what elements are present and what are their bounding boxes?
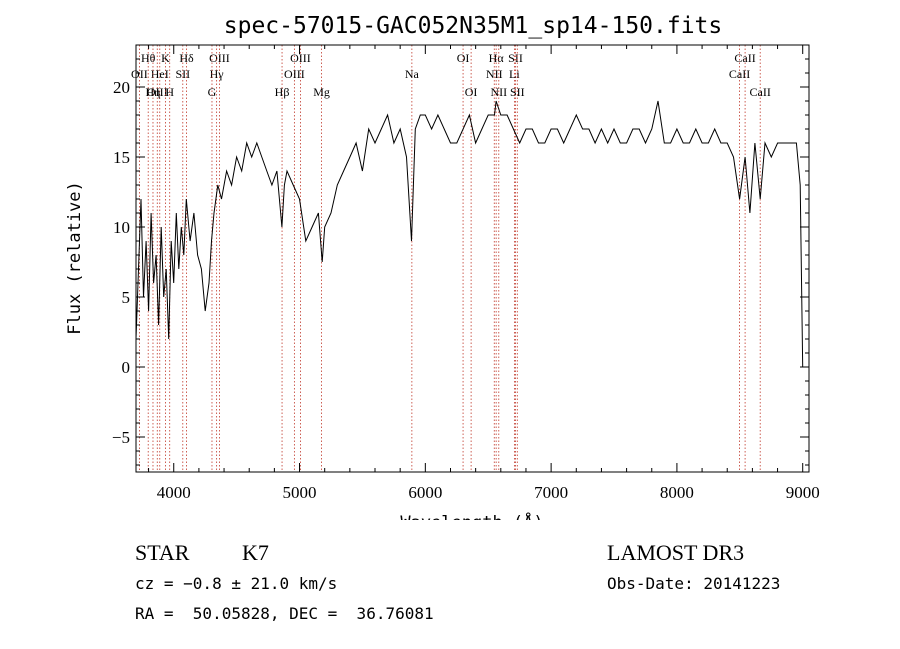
line-label-19: Hα: [489, 51, 505, 65]
line-label-25: CaII: [734, 51, 755, 65]
ra-dec-coordinates: RA = 50.05828, DEC = 36.76081: [135, 604, 434, 623]
line-label-16: Na: [405, 67, 420, 81]
redshift-cz: cz = −0.8 ± 21.0 km/s: [135, 574, 338, 593]
axis-ticks: 4000 5000 6000 7000 8000 9000 −5 0 5 10 15 20: [112, 45, 820, 502]
y-tick-label-2: 5: [122, 288, 131, 307]
line-label-10: Hγ: [210, 67, 225, 81]
y-tick-label-0: −5: [112, 428, 130, 447]
line-label-8: Hδ: [179, 51, 194, 65]
line-label-23: NII: [490, 85, 507, 99]
x-tick-label-5: 9000: [786, 483, 820, 502]
object-subclass: K7: [242, 540, 269, 565]
survey-name: LAMOST DR3: [607, 540, 745, 565]
y-tick-label-1: 0: [122, 358, 131, 377]
y-tick-label-3: 10: [113, 218, 130, 237]
line-label-13: OIII: [290, 51, 311, 65]
line-label-14: OIII: [284, 67, 305, 81]
line-label-12: Hβ: [275, 85, 290, 99]
line-label-2: OIII: [147, 85, 168, 99]
line-label-11: G: [208, 85, 217, 99]
object-class: STAR: [135, 540, 190, 565]
line-label-20: SII: [508, 51, 523, 65]
line-label-22: Li: [509, 67, 520, 81]
line-label-0: Hθ: [141, 51, 156, 65]
line-label-7: SII: [175, 67, 190, 81]
x-tick-label-1: 5000: [283, 483, 317, 502]
y-tick-label-4: 15: [113, 148, 130, 167]
chart-title: spec-57015-GAC052N35M1_sp14-150.fits: [224, 13, 723, 39]
spectrum-chart: spec-57015-GAC052N35M1_sp14-150.fits Hθ O…: [65, 13, 820, 520]
line-label-27: CaII: [750, 85, 771, 99]
line-label-18: OI: [465, 85, 478, 99]
y-axis-label: Flux (relative): [65, 181, 85, 335]
x-tick-label-4: 8000: [660, 483, 694, 502]
line-label-15: Mg: [313, 85, 330, 99]
y-tick-label-5: 20: [113, 78, 130, 97]
line-label-6: H: [165, 85, 174, 99]
line-label-24: SII: [510, 85, 525, 99]
line-label-21: NII: [486, 67, 503, 81]
line-label-17: OI: [457, 51, 470, 65]
line-label-5: Hη: [146, 85, 161, 99]
line-label-3: K: [161, 51, 170, 65]
spectrum-line: [135, 100, 804, 368]
plot-frame: [135, 44, 810, 473]
line-label-1: OII: [131, 67, 148, 81]
x-tick-label-2: 6000: [408, 483, 442, 502]
observation-date: Obs-Date: 20141223: [607, 574, 781, 593]
line-label-4: HeI: [151, 67, 169, 81]
line-label-9: OIII: [209, 51, 230, 65]
x-axis-label: Wavelength (Å): [400, 511, 543, 520]
line-label-26: CaII: [729, 67, 750, 81]
x-tick-label-0: 4000: [157, 483, 191, 502]
x-tick-label-3: 7000: [534, 483, 568, 502]
